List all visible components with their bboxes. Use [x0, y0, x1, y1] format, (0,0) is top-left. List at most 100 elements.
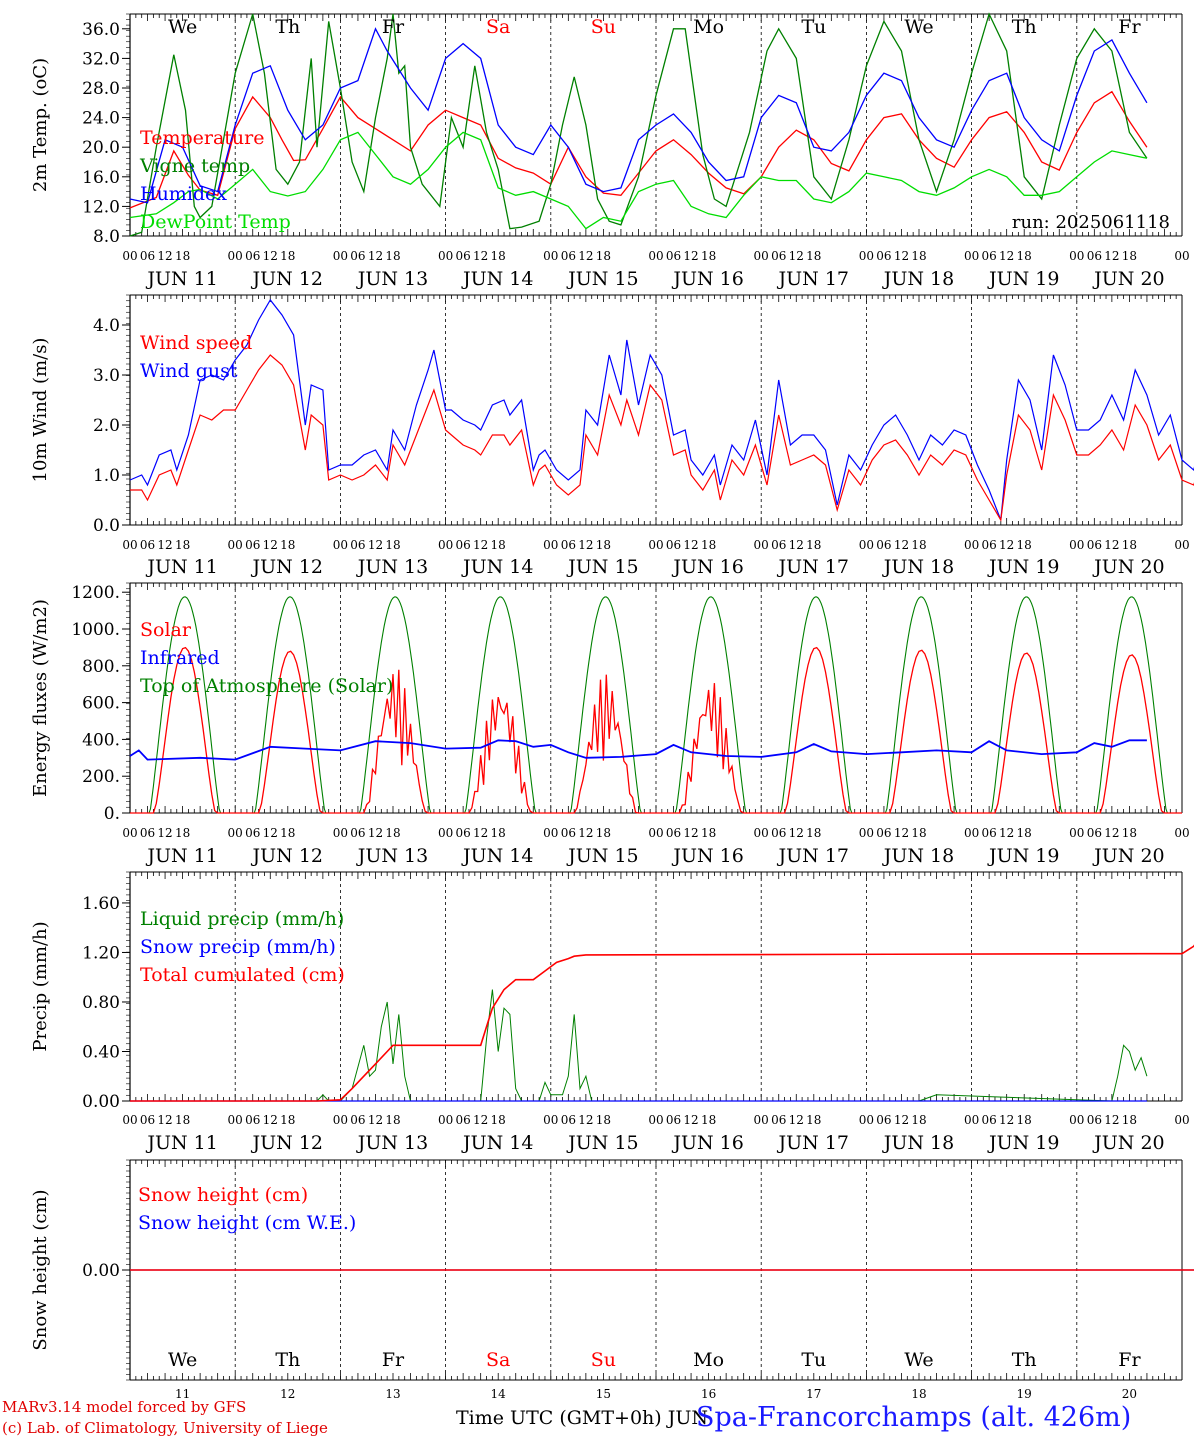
hour-tick-label: 12: [1104, 538, 1119, 552]
y-tick-label: 400.: [82, 730, 120, 750]
hour-tick-label: 00: [543, 249, 558, 263]
y-tick-label: 1200.: [71, 583, 120, 603]
hour-tick-label: 12: [368, 1113, 383, 1127]
y-tick-label: 24.0: [82, 109, 120, 129]
hour-tick-label: 18: [491, 538, 506, 552]
legend-snow-height-cm: Snow height (cm): [138, 1184, 308, 1206]
hour-tick-label: 12: [999, 249, 1014, 263]
hour-tick-label: 18: [596, 1113, 611, 1127]
legend-vigne-temp: Vigne temp: [139, 155, 250, 177]
hour-tick-label: 18: [596, 538, 611, 552]
panel-2: [129, 294, 1183, 526]
hour-tick-label: 06: [350, 826, 365, 840]
hour-tick-label: 18: [491, 1113, 506, 1127]
hour-tick-label: 12: [1104, 826, 1119, 840]
hour-tick-label: 00: [228, 538, 243, 552]
date-label: JUN 20: [1092, 1132, 1164, 1154]
y-tick-label: 36.0: [82, 20, 120, 40]
hour-tick-label: 06: [561, 249, 576, 263]
y-tick-label: 200.: [82, 767, 120, 787]
date-label: JUN 13: [356, 845, 428, 867]
hour-tick-label: 18: [1122, 1113, 1137, 1127]
hour-tick-label: 18: [911, 1113, 926, 1127]
y-axis-label: Energy fluxes (W/m2): [30, 599, 51, 797]
site-title: Spa-Francorchamps (alt. 426m): [696, 1402, 1132, 1433]
series-wind-gust: [129, 298, 1194, 521]
day-number-label: 16: [701, 1387, 716, 1401]
hour-tick-label: 12: [157, 538, 172, 552]
y-tick-label: 1.0: [93, 466, 120, 486]
hour-tick-label: 12: [789, 249, 804, 263]
hour-tick-label: 00: [122, 826, 137, 840]
weekday-label-bottom: Tu: [801, 1349, 826, 1371]
hour-tick-label: 00: [438, 1113, 453, 1127]
hour-tick-label: 18: [806, 538, 821, 552]
date-label: JUN 20: [1092, 845, 1164, 867]
date-label: JUN 20: [1092, 556, 1164, 578]
hour-tick-label: 12: [368, 826, 383, 840]
date-label: JUN 19: [987, 1132, 1059, 1154]
hour-tick-label: 18: [385, 1113, 400, 1127]
date-label: JUN 15: [566, 1132, 638, 1154]
date-label: JUN 14: [461, 845, 533, 867]
hour-tick-label: 06: [666, 826, 681, 840]
hour-tick-label: 06: [876, 538, 891, 552]
day-number-label: 20: [1122, 1387, 1137, 1401]
hour-tick-label: 18: [175, 1113, 190, 1127]
legend-wind-speed: Wind speed: [140, 332, 252, 354]
hour-tick-label: 00: [648, 826, 663, 840]
hour-tick-label: 06: [666, 1113, 681, 1127]
hour-tick-label: 00: [859, 1113, 874, 1127]
legend-total-cumulated-cm: Total cumulated (cm): [140, 964, 345, 986]
hour-tick-label: 06: [350, 1113, 365, 1127]
hour-tick-label: 00: [754, 538, 769, 552]
y-tick-label: 0.00: [82, 1092, 120, 1112]
series-total-cumulated: [130, 944, 1194, 1102]
y-tick-label: 3.0: [93, 366, 120, 386]
legend-solar: Solar: [140, 619, 192, 641]
hour-tick-label: 00: [1069, 1113, 1084, 1127]
hour-tick-label: 12: [578, 249, 593, 263]
hour-tick-label: 12: [473, 1113, 488, 1127]
series-humidex: [129, 27, 1148, 204]
hour-tick-label: 00: [1174, 826, 1189, 840]
hour-tick-label: 12: [789, 826, 804, 840]
y-axis-label: 2m Temp. (oC): [30, 58, 51, 192]
legend-snow-precip-mm-h: Snow precip (mm/h): [140, 936, 336, 958]
hour-tick-label: 18: [175, 249, 190, 263]
hour-tick-label: 06: [561, 1113, 576, 1127]
hour-tick-label: 12: [789, 538, 804, 552]
hour-tick-label: 12: [683, 249, 698, 263]
hour-tick-label: 12: [999, 1113, 1014, 1127]
hour-tick-label: 00: [648, 1113, 663, 1127]
hour-tick-label: 06: [666, 538, 681, 552]
hour-tick-label: 06: [981, 1113, 996, 1127]
y-tick-label: 0.00: [82, 1261, 120, 1281]
date-label: JUN 13: [356, 1132, 428, 1154]
hour-tick-label: 00: [859, 826, 874, 840]
hour-tick-label: 18: [1017, 1113, 1032, 1127]
hour-tick-label: 06: [561, 826, 576, 840]
date-label: JUN 19: [987, 845, 1059, 867]
date-label: JUN 12: [251, 1132, 323, 1154]
lab-credit: (c) Lab. of Climatology, University of L…: [2, 1419, 328, 1437]
hour-tick-label: 06: [455, 249, 470, 263]
hour-tick-label: 06: [771, 249, 786, 263]
hour-tick-label: 00: [543, 1113, 558, 1127]
legend-snow-height-cm-w-e: Snow height (cm W.E.): [138, 1212, 356, 1234]
time-axis-label: Time UTC (GMT+0h) JUN: [456, 1407, 708, 1429]
y-tick-label: 28.0: [82, 79, 120, 99]
hour-tick-label: 06: [245, 249, 260, 263]
hour-tick-label: 12: [263, 249, 278, 263]
hour-tick-label: 00: [1174, 1113, 1189, 1127]
date-label: JUN 19: [987, 268, 1059, 290]
hour-tick-label: 18: [911, 249, 926, 263]
hour-tick-label: 18: [280, 538, 295, 552]
hour-tick-label: 18: [385, 826, 400, 840]
panel-5: [129, 1159, 1183, 1381]
date-label: JUN 17: [777, 556, 849, 578]
legend-humidex: Humidex: [140, 183, 227, 205]
hour-tick-label: 12: [894, 1113, 909, 1127]
hour-tick-label: 18: [385, 538, 400, 552]
